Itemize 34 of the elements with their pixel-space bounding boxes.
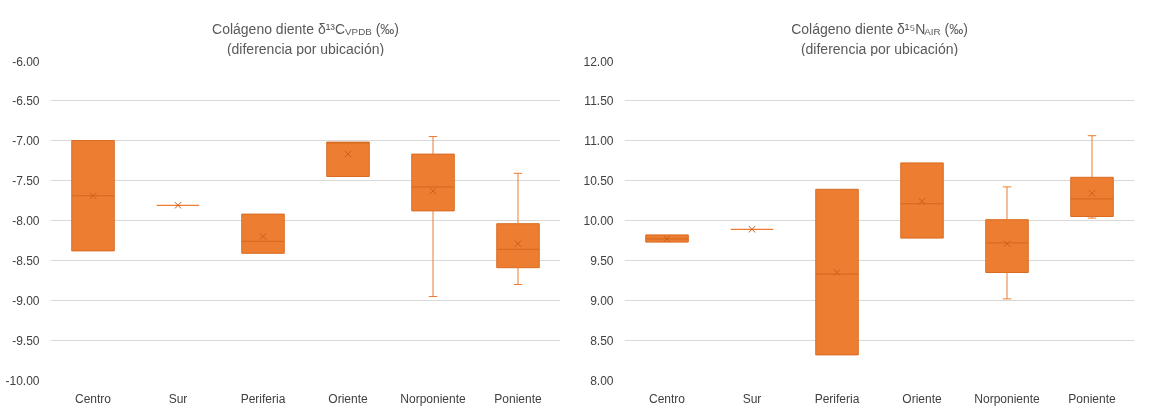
y-tick-label: -8.50 — [12, 254, 40, 268]
y-tick-label: -10.00 — [5, 374, 40, 388]
x-tick-label: Poniente — [1068, 391, 1117, 406]
y-tick-label: -6.50 — [12, 94, 40, 108]
y-tick-label: 11.50 — [584, 94, 614, 108]
x-tick-label: Centro — [74, 391, 112, 406]
x-tick-label: Norponiente — [400, 391, 467, 406]
y-tick-label: 9.50 — [590, 254, 614, 268]
y-tick-label: 10.50 — [583, 174, 614, 188]
y-tick-label: 9.00 — [590, 294, 614, 308]
y-tick-label: 11.00 — [584, 134, 614, 148]
x-tick-label: Periferia — [814, 391, 860, 406]
x-tick-label: Periferia — [240, 391, 286, 406]
y-tick-label: 10.00 — [583, 214, 614, 228]
chart-title: Colágeno diente δ¹³CVPDB (‰) — [212, 20, 399, 37]
y-tick-label: -9.00 — [12, 294, 40, 308]
chart-subtitle: (diferencia por ubicación) — [800, 40, 959, 57]
x-tick-label: Poniente — [494, 391, 543, 406]
y-tick-label: -9.50 — [12, 334, 40, 348]
y-tick-label: 8.00 — [590, 374, 614, 388]
y-tick-label: 12.00 — [583, 54, 614, 69]
x-tick-label: Centro — [648, 391, 686, 406]
x-tick-label: Oriente — [902, 391, 942, 406]
x-tick-label: Sur — [742, 391, 762, 406]
chart-title: Colágeno diente δ¹⁵NAIR (‰) — [791, 20, 968, 37]
y-tick-label: 8.50 — [590, 334, 614, 348]
y-tick-label: -7.50 — [12, 174, 40, 188]
x-tick-label: Norponiente — [974, 391, 1041, 406]
x-tick-label: Oriente — [328, 391, 368, 406]
x-tick-label: Sur — [168, 391, 188, 406]
y-tick-label: -6.00 — [12, 54, 40, 69]
chart-subtitle: (diferencia por ubicación) — [226, 40, 385, 57]
y-tick-label: -7.00 — [12, 134, 40, 148]
y-tick-label: -8.00 — [12, 214, 40, 228]
